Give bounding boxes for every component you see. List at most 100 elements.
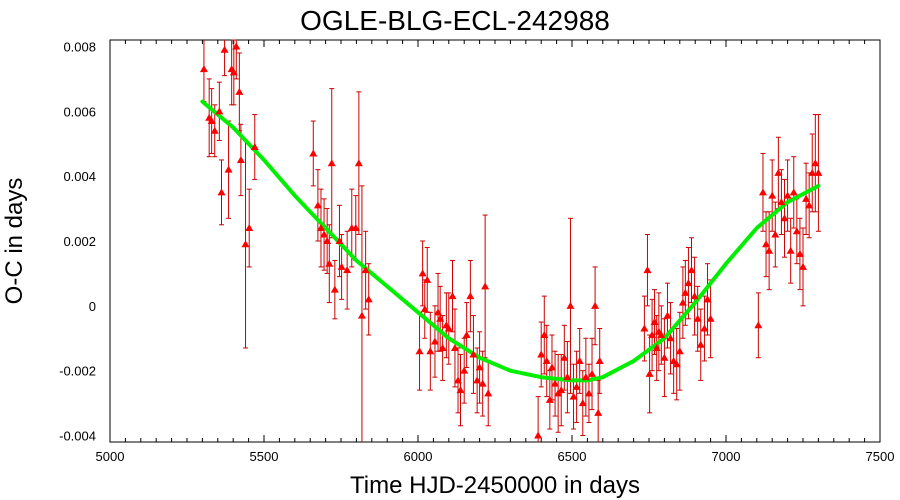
data-point bbox=[478, 379, 487, 387]
data-point bbox=[199, 65, 208, 73]
data-point bbox=[460, 366, 469, 374]
data-point bbox=[693, 314, 702, 322]
data-point bbox=[765, 246, 774, 254]
data-point bbox=[687, 266, 696, 274]
data-point bbox=[645, 369, 654, 377]
data-point bbox=[229, 68, 238, 76]
data-point bbox=[220, 45, 229, 53]
data-point bbox=[330, 285, 339, 293]
y-tick-label: 0.006 bbox=[63, 104, 96, 119]
data-point bbox=[660, 353, 669, 361]
data-point bbox=[418, 269, 427, 277]
chart-title: OGLE-BLG-ECL-242988 bbox=[300, 5, 610, 36]
data-point bbox=[575, 356, 584, 364]
data-point bbox=[560, 353, 569, 361]
x-tick-label: 7500 bbox=[866, 449, 895, 464]
data-point bbox=[475, 363, 484, 371]
x-tick-label: 5500 bbox=[250, 449, 279, 464]
data-point bbox=[700, 324, 709, 332]
data-point bbox=[672, 360, 681, 368]
data-point bbox=[456, 386, 465, 394]
data-point bbox=[545, 395, 554, 403]
data-point bbox=[320, 230, 329, 238]
data-point bbox=[551, 379, 560, 387]
axis-ticks: 5000 5500 6000 6500 7000 7500 -0.004 -0.002 0 0.0… bbox=[59, 39, 894, 464]
data-point bbox=[594, 408, 603, 416]
data-point bbox=[215, 107, 224, 115]
data-point bbox=[783, 191, 792, 199]
data-point bbox=[241, 240, 250, 248]
data-point bbox=[343, 266, 352, 274]
data-point bbox=[811, 159, 820, 167]
data-point bbox=[327, 159, 336, 167]
data-point bbox=[657, 331, 666, 339]
data-point bbox=[792, 227, 801, 235]
data-point bbox=[313, 201, 322, 209]
data-point bbox=[805, 201, 814, 209]
data-point bbox=[675, 347, 684, 355]
data-point bbox=[337, 262, 346, 270]
plot-frame bbox=[109, 39, 881, 443]
data-point bbox=[706, 314, 715, 322]
data-point bbox=[448, 292, 457, 300]
data-point bbox=[777, 198, 786, 206]
y-tick-label: 0.008 bbox=[63, 39, 96, 54]
data-point bbox=[245, 224, 254, 232]
data-point bbox=[250, 142, 259, 150]
data-point bbox=[799, 262, 807, 270]
data-point bbox=[648, 331, 657, 339]
error-bars bbox=[201, 39, 821, 442]
data-point bbox=[484, 389, 493, 397]
y-axis-label: O-C in days bbox=[1, 178, 28, 305]
data-point bbox=[426, 347, 435, 355]
data-point bbox=[232, 42, 241, 50]
data-point bbox=[351, 224, 360, 232]
data-point bbox=[703, 295, 712, 303]
data-points bbox=[199, 42, 823, 439]
data-point bbox=[581, 373, 590, 381]
data-point bbox=[415, 347, 424, 355]
data-point bbox=[316, 224, 325, 232]
fit-line bbox=[200, 99, 821, 383]
data-point bbox=[361, 266, 370, 274]
data-point bbox=[540, 331, 549, 339]
fit-curve bbox=[200, 99, 821, 383]
y-tick-label: 0.002 bbox=[63, 234, 96, 249]
data-point bbox=[454, 376, 463, 384]
data-point bbox=[814, 168, 823, 176]
data-point bbox=[588, 369, 597, 377]
data-point bbox=[584, 389, 593, 397]
data-point bbox=[572, 382, 581, 390]
data-point bbox=[450, 343, 459, 351]
x-tick-label: 7000 bbox=[712, 449, 741, 464]
data-point bbox=[542, 356, 551, 364]
data-point bbox=[207, 117, 216, 125]
data-point bbox=[547, 363, 556, 371]
data-point bbox=[678, 298, 687, 306]
data-point bbox=[566, 301, 575, 309]
data-point bbox=[690, 292, 699, 300]
data-point bbox=[335, 237, 344, 244]
data-point bbox=[323, 237, 332, 244]
data-point bbox=[224, 165, 233, 173]
data-point bbox=[640, 324, 649, 332]
data-point bbox=[430, 337, 439, 345]
data-point bbox=[666, 334, 675, 342]
x-axis-label: Time HJD-2450000 in days bbox=[350, 472, 640, 499]
data-point bbox=[595, 356, 604, 364]
data-point bbox=[444, 324, 453, 332]
data-point bbox=[591, 301, 600, 309]
data-point bbox=[696, 340, 705, 348]
data-point bbox=[578, 399, 587, 407]
data-point bbox=[481, 282, 490, 290]
data-point bbox=[786, 246, 795, 254]
data-point bbox=[789, 188, 798, 196]
x-tick-label: 6500 bbox=[558, 449, 587, 464]
data-point bbox=[423, 275, 432, 283]
data-point bbox=[420, 305, 429, 313]
data-point bbox=[684, 279, 693, 287]
data-point bbox=[438, 343, 447, 351]
data-point bbox=[663, 311, 672, 319]
y-tick-label: 0 bbox=[89, 299, 96, 314]
